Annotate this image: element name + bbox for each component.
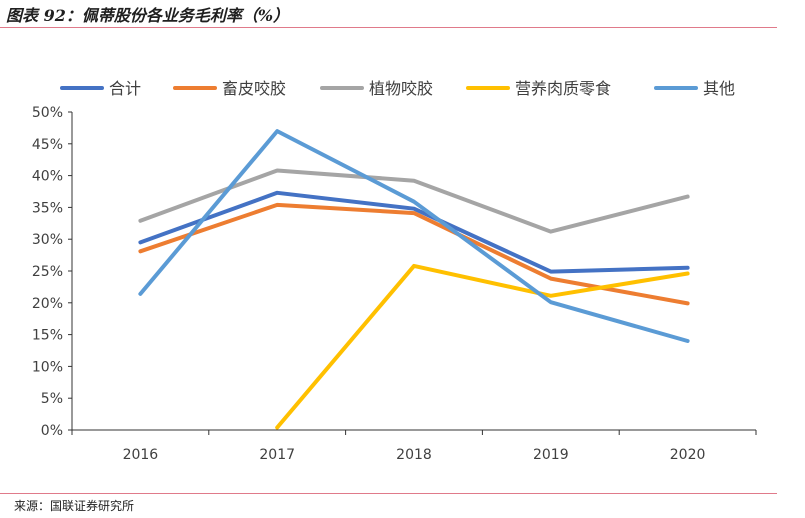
x-tick-label: 2019 — [533, 447, 569, 463]
y-tick-label: 20% — [32, 296, 63, 312]
legend-label-3: 植物咬胶 — [369, 79, 433, 98]
series-line-1 — [138, 190, 690, 274]
y-tick-label: 50% — [32, 105, 63, 121]
series-line-4 — [275, 263, 690, 430]
legend-label-5: 其他 — [703, 79, 735, 98]
x-tick-label: 2020 — [670, 447, 706, 463]
figure-title: 图表 92：佩蒂股份各业务毛利率（%） — [6, 6, 290, 25]
y-tick-label: 5% — [41, 391, 63, 407]
y-tick-label: 15% — [32, 328, 63, 344]
y-tick-label: 30% — [32, 232, 63, 248]
series-line-5 — [138, 129, 690, 343]
x-tick-label: 2016 — [123, 447, 159, 463]
legend-label-2: 畜皮咬胶 — [222, 79, 286, 98]
y-tick-label: 40% — [32, 169, 63, 185]
x-tick-label: 2018 — [396, 447, 432, 463]
y-tick-label: 35% — [32, 200, 63, 216]
y-tick-label: 25% — [32, 264, 63, 280]
y-tick-label: 10% — [32, 359, 63, 375]
title-divider — [0, 27, 777, 28]
y-tick-label: 0% — [41, 423, 63, 439]
legend-label-4: 营养肉质零食 — [515, 79, 611, 98]
source-note: 来源：国联证券研究所 — [14, 499, 135, 513]
x-tick-label: 2017 — [259, 447, 295, 463]
source-divider — [0, 493, 777, 494]
y-tick-label: 45% — [32, 137, 63, 153]
legend-label-1: 合计 — [109, 79, 141, 98]
